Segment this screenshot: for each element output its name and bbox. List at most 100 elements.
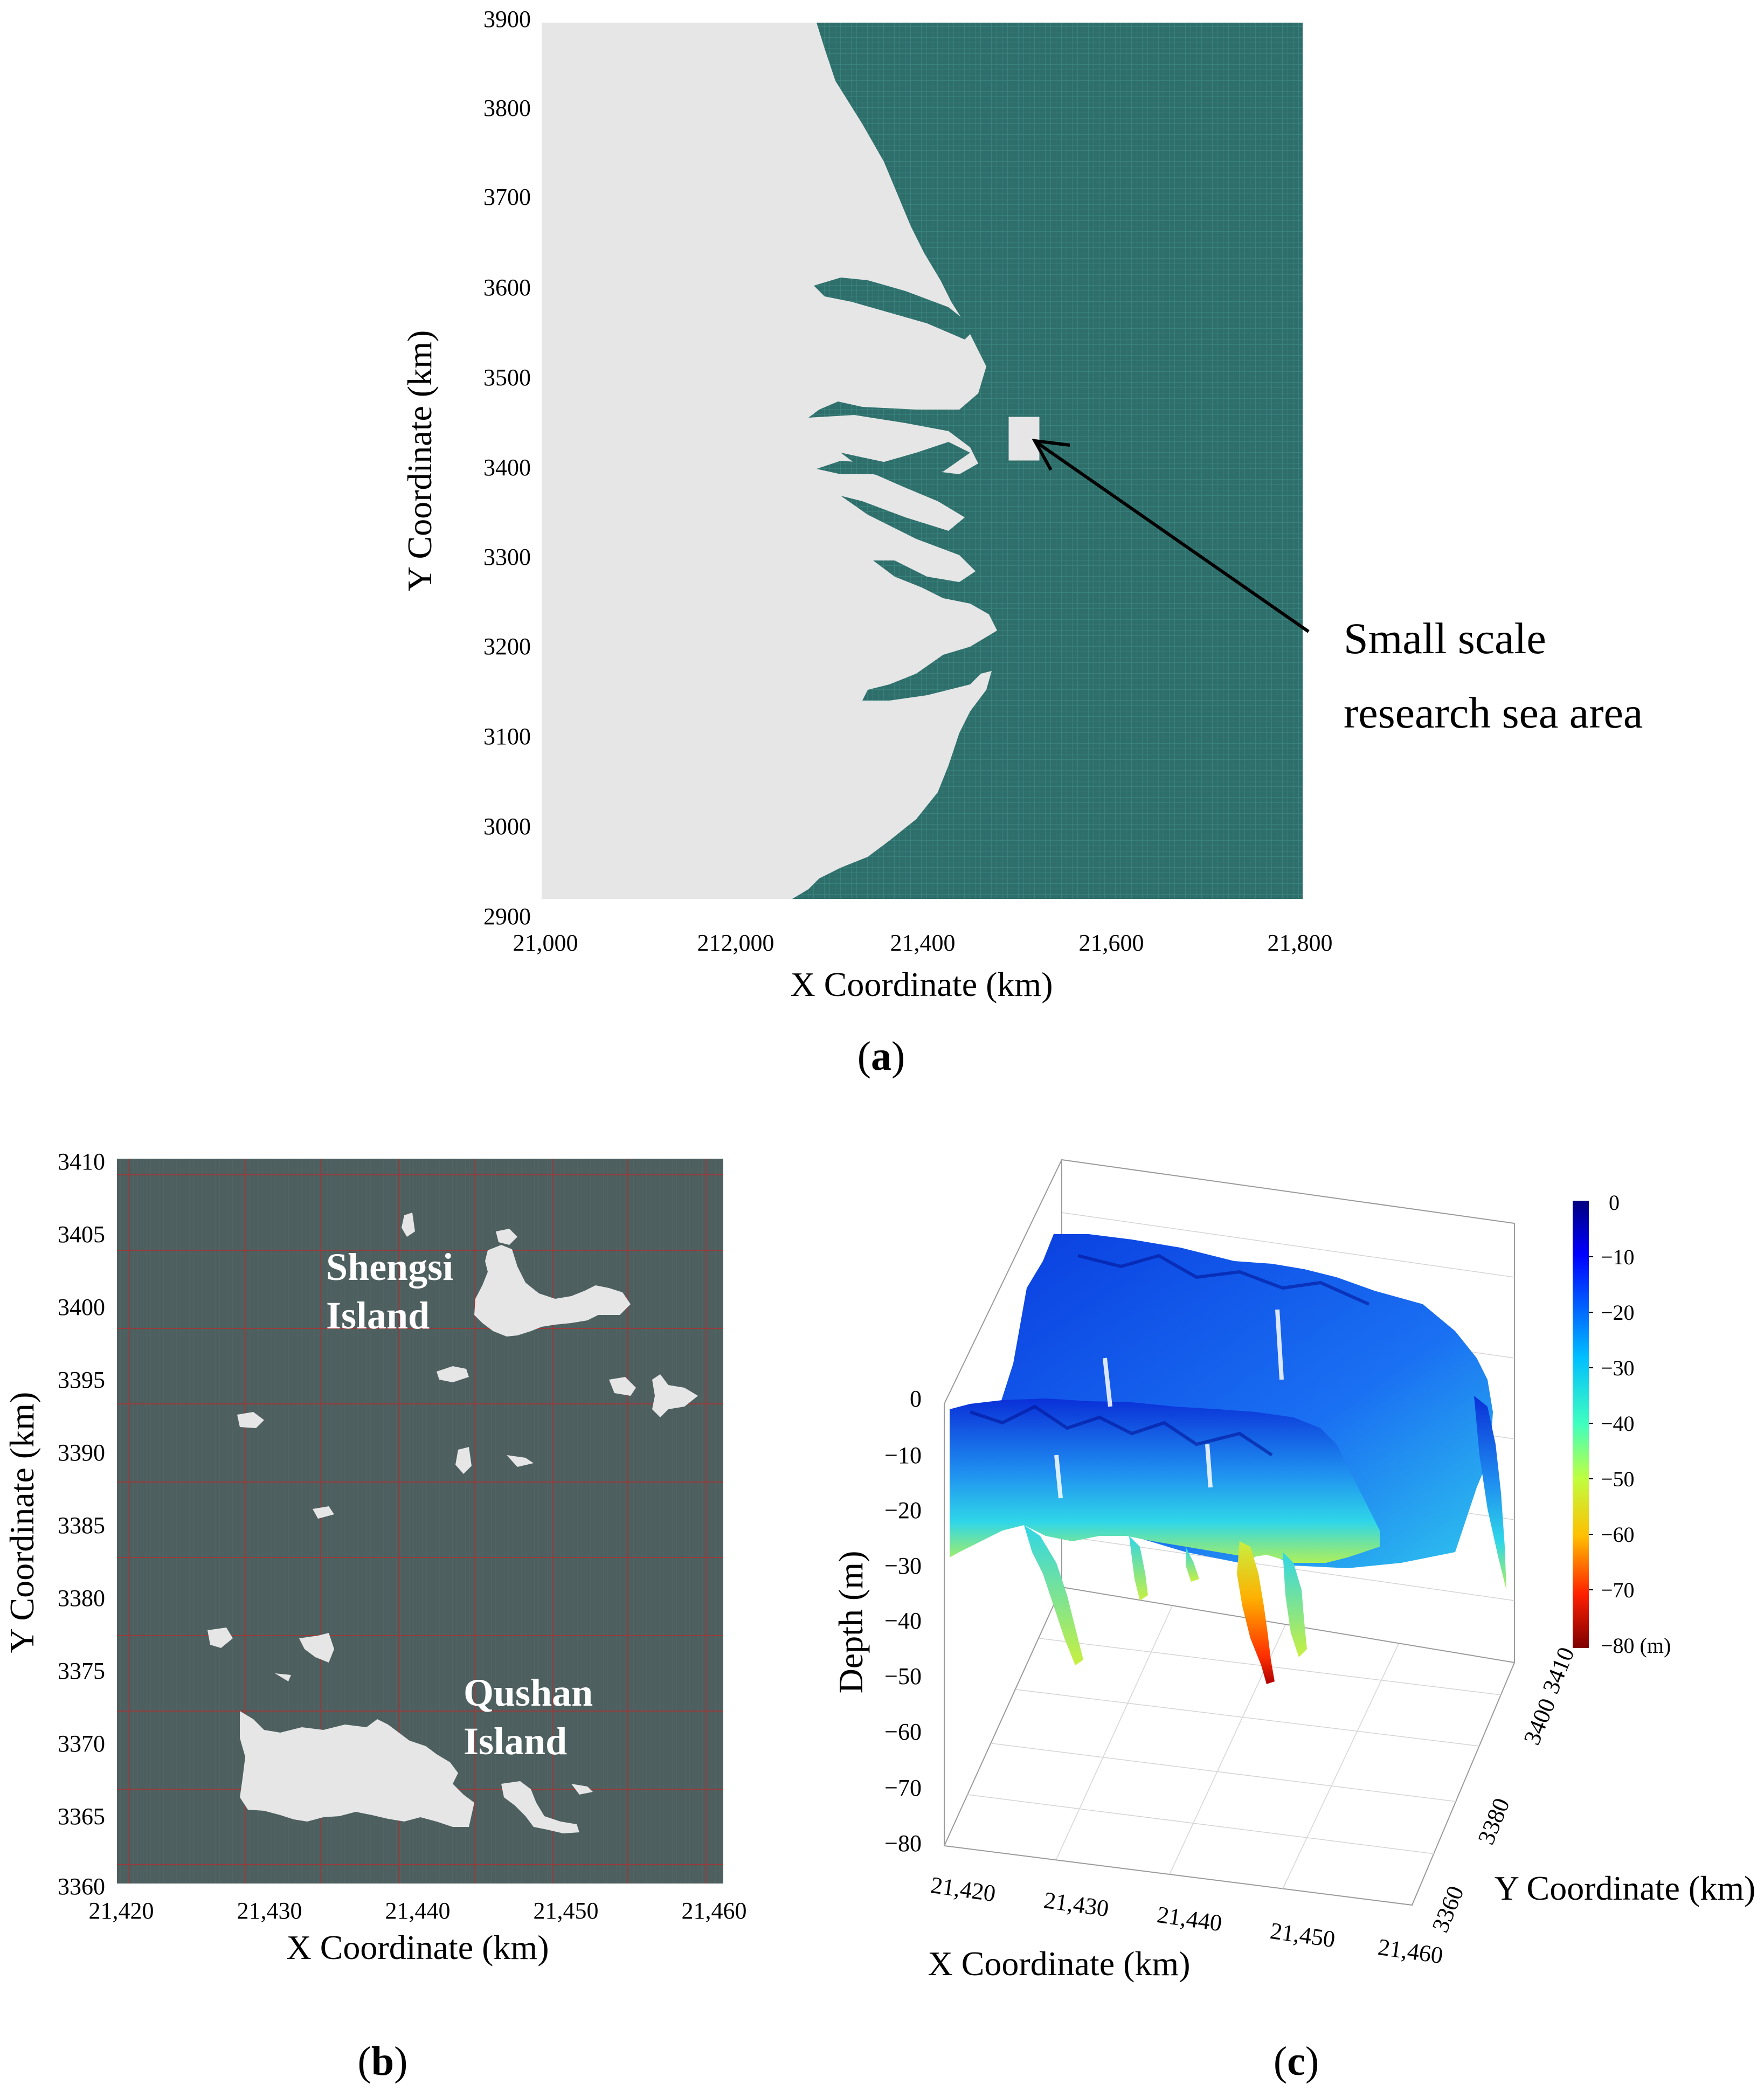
cb-tick: −50: [1601, 1467, 1635, 1491]
b-xtick: 21,450: [534, 1898, 599, 1924]
b-ytick: 3360: [58, 1873, 105, 1900]
c-ytick: 3410: [1537, 1644, 1579, 1698]
a-ytick: 3500: [483, 364, 531, 391]
cb-tick: 0: [1609, 1190, 1620, 1215]
b-ytick: 3410: [58, 1148, 105, 1175]
b-ytick: 3400: [58, 1294, 105, 1320]
trough-center: [1186, 1547, 1199, 1582]
surface-right-tail: [1474, 1396, 1506, 1590]
c-panel-label: (c): [1274, 2039, 1319, 2084]
colorbar: [1573, 1201, 1589, 1648]
c-ztick: −50: [884, 1663, 922, 1690]
b-ytick: 3385: [58, 1512, 105, 1539]
annotation-line1: Small scale: [1344, 614, 1546, 663]
c-ztick: −40: [884, 1608, 922, 1634]
b-ytick: 3370: [58, 1730, 105, 1757]
panel-c: 0 −10 −20 −30 −40 −50 −60 −70 −80 21,420…: [832, 1159, 1756, 2084]
a-ytick: 3900: [483, 6, 531, 32]
a-ytick: 3100: [483, 723, 531, 750]
panel-b-x-ticks: 21,420 21,430 21,440 21,450 21,460: [89, 1898, 747, 1924]
annotation-line2: research sea area: [1344, 688, 1643, 737]
c-ztick: −30: [884, 1553, 922, 1579]
c-ztick: 0: [910, 1386, 922, 1412]
shengsi-label-line1: Shengsi: [326, 1245, 453, 1289]
b-panel-label: (b): [358, 2039, 408, 2084]
cb-tick: −20: [1601, 1300, 1635, 1325]
b-xtick: 21,460: [682, 1898, 747, 1924]
a-ytick: 3300: [483, 544, 531, 570]
shengsi-island-shape: [474, 1245, 631, 1337]
a-ytick: 3600: [483, 274, 531, 301]
b-ytick: 3395: [58, 1367, 105, 1393]
c-xtick: 21,440: [1156, 1901, 1224, 1936]
c-xtick: 21,450: [1269, 1917, 1337, 1952]
qushan-island-shape: [240, 1711, 474, 1827]
bathymetry-surface: [950, 1234, 1506, 1684]
a-xlabel: X Coordinate (km): [791, 965, 1053, 1003]
a-ylabel: Y Coordinate (km): [400, 330, 439, 592]
c-ztick: −80: [884, 1830, 922, 1857]
qushan-label-line1: Qushan: [464, 1671, 593, 1714]
panel-a-x-ticks: 21,000 212,000 21,400 21,600 21,800: [513, 930, 1333, 956]
b-ytick: 3390: [58, 1439, 105, 1466]
a-ytick: 3200: [483, 633, 531, 660]
b-ytick: 3375: [58, 1658, 105, 1684]
a-xtick: 21,400: [890, 930, 956, 956]
c-ytick: 3360: [1427, 1882, 1469, 1936]
a-ytick: 3700: [483, 184, 531, 210]
a-ytick: 2900: [483, 903, 531, 930]
a-ytick: 3400: [483, 454, 531, 481]
surface-highlights: [1054, 1309, 1284, 1499]
surface-shading: [970, 1254, 1370, 1457]
c-ytick: 3400: [1518, 1695, 1560, 1749]
c-ytick: 3380: [1472, 1795, 1514, 1848]
a-panel-label: (a): [857, 1034, 905, 1079]
trough-right: [1283, 1552, 1307, 1657]
cb-tick: −10: [1601, 1245, 1635, 1269]
colorbar-ticks: [1589, 1256, 1593, 1590]
a-xtick: 21,000: [513, 930, 578, 956]
panel-b-y-ticks: 3410 3405 3400 3395 3390 3385 3380 3375 …: [58, 1148, 105, 1900]
b-ytick: 3405: [58, 1221, 105, 1248]
shengsi-label-line2: Island: [326, 1294, 430, 1337]
colorbar-labels: 0 −10 −20 −30 −40 −50 −60 −70 −80 (m): [1601, 1190, 1671, 1658]
cb-tick: −70: [1601, 1578, 1635, 1602]
trough-center-left: [1129, 1536, 1148, 1601]
a-ytick: 3800: [483, 95, 531, 121]
b-ytick: 3365: [58, 1803, 105, 1830]
qushan-label-line2: Island: [464, 1720, 567, 1763]
a-xtick: 21,800: [1268, 930, 1333, 956]
cb-tick: −40: [1601, 1411, 1635, 1436]
panel-a-estuary: [814, 278, 976, 480]
b-ytick: 3380: [58, 1585, 105, 1611]
panel-b: Shengsi Island Qushan Island 3410 3405 3…: [3, 1148, 747, 2084]
cb-tick: −30: [1601, 1356, 1635, 1380]
a-xtick: 21,600: [1079, 930, 1144, 956]
b-xlabel: X Coordinate (km): [287, 1928, 549, 1967]
c-zlabel: Depth (m): [832, 1551, 870, 1694]
c-ylabel: Y Coordinate (km): [1495, 1869, 1756, 1907]
panel-a-y-ticks: 3900 3800 3700 3600 3500 3400 3300 3200 …: [483, 6, 531, 930]
c-xtick: 21,460: [1376, 1934, 1445, 1969]
panel-a: Small scale research sea area 3900 3800 …: [400, 6, 1643, 1079]
panel-b-islands: [207, 1213, 698, 1833]
b-ylabel: Y Coordinate (km): [3, 1392, 41, 1653]
c-xtick: 21,430: [1042, 1887, 1111, 1922]
c-ztick: −60: [884, 1719, 922, 1745]
a-ytick: 3000: [483, 813, 531, 840]
panel-a-land: [542, 23, 997, 899]
surface-front: [950, 1398, 1380, 1563]
panel-c-z-ticks: 0 −10 −20 −30 −40 −50 −60 −70 −80: [884, 1386, 922, 1857]
b-xtick: 21,430: [237, 1898, 302, 1924]
cb-tick: −80 (m): [1601, 1633, 1671, 1658]
c-xlabel: X Coordinate (km): [928, 1944, 1191, 1983]
c-ztick: −20: [884, 1497, 922, 1524]
c-ztick: −10: [884, 1442, 922, 1469]
a-xtick: 212,000: [697, 930, 774, 956]
c-ztick: −70: [884, 1775, 922, 1801]
b-xtick: 21,420: [89, 1898, 154, 1924]
cb-tick: −60: [1601, 1522, 1635, 1547]
deep-spike: [1237, 1541, 1275, 1684]
arrow-head: [1032, 439, 1070, 471]
